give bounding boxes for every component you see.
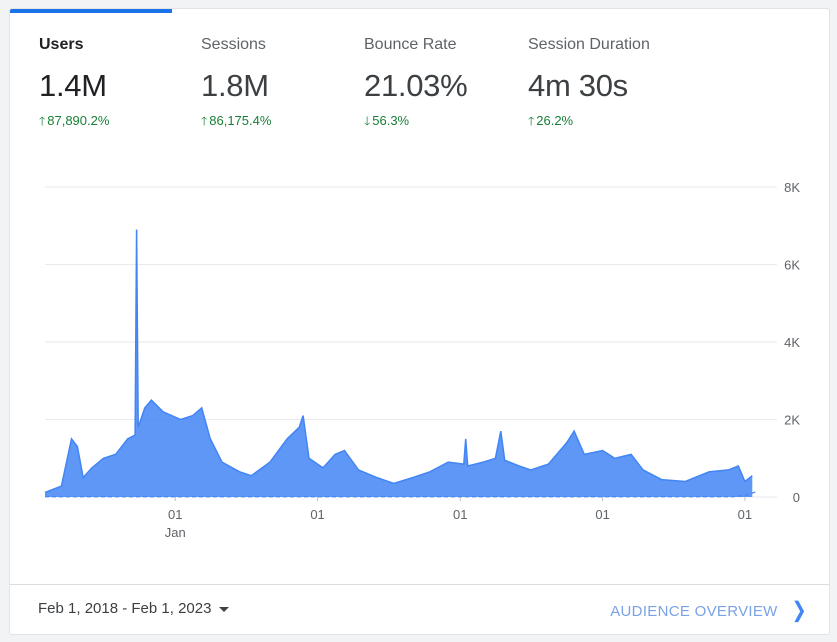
metric-label: Sessions <box>201 36 266 53</box>
chevron-right-icon: ❯ <box>791 597 807 622</box>
users-series-line <box>44 229 753 494</box>
y-tick-label: 0 <box>793 490 800 505</box>
x-tick-label: 01 <box>168 507 182 522</box>
x-tick-label: 01 <box>595 507 609 522</box>
metric-change: 🡑 86,175.4% <box>201 112 271 133</box>
metric-value: 1.4M <box>39 68 107 103</box>
metric-change: 🡓 56.3% <box>364 112 467 133</box>
metric-label: Bounce Rate <box>364 36 457 53</box>
metric-tab-sessions[interactable]: Sessions 1.8M 🡑 86,175.4% <box>201 36 271 133</box>
comparison-series-line <box>45 490 758 498</box>
arrow-up-icon: 🡑 <box>201 114 208 128</box>
metric-tab-users[interactable]: Users 1.4M 🡑 87,890.2% <box>39 36 109 133</box>
y-tick-label: 4K <box>784 335 800 350</box>
card-footer: Feb 1, 2018 - Feb 1, 2023 AUDIENCE OVERV… <box>10 584 829 634</box>
x-tick-label: 01 <box>738 507 752 522</box>
x-tick-sublabel: Jan <box>165 525 186 540</box>
arrow-down-icon: 🡓 <box>364 114 371 128</box>
metric-change-value: 26.2% <box>536 113 574 128</box>
metric-tab-session-duration[interactable]: Session Duration 4m 30s 🡑 26.2% <box>528 36 650 133</box>
x-tick-label: 01 <box>310 507 324 522</box>
audience-overview-label: AUDIENCE OVERVIEW <box>610 603 778 620</box>
x-tick-label: 01 <box>453 507 467 522</box>
arrow-up-icon: 🡑 <box>528 114 535 128</box>
arrow-up-icon: 🡑 <box>39 114 46 128</box>
users-chart[interactable]: 0 2K 4K 6K 8K 01 Jan 01 01 01 01 <box>10 169 829 569</box>
users-series-area <box>45 229 753 497</box>
metric-change: 🡑 26.2% <box>528 112 650 133</box>
audience-overview-link[interactable]: AUDIENCE OVERVIEW ❯ <box>610 597 807 622</box>
y-tick-label: 8K <box>784 180 800 195</box>
date-range-selector[interactable]: Feb 1, 2018 - Feb 1, 2023 <box>38 600 230 617</box>
metric-value: 21.03% <box>364 68 468 103</box>
metric-change-value: 56.3% <box>372 113 410 128</box>
metric-value: 1.8M <box>201 68 269 103</box>
metric-label: Users <box>39 36 84 53</box>
active-metric-indicator <box>10 9 172 13</box>
metric-change: 🡑 87,890.2% <box>39 112 109 133</box>
audience-overview-card: Users 1.4M 🡑 87,890.2% Sessions 1.8M 🡑 86,… <box>9 8 830 635</box>
metric-change-value: 86,175.4% <box>209 113 272 128</box>
metric-value: 4m 30s <box>528 68 628 103</box>
date-range-label: Feb 1, 2018 - Feb 1, 2023 <box>38 600 212 617</box>
y-tick-label: 6K <box>784 258 800 273</box>
metric-label: Session Duration <box>528 36 650 53</box>
metric-tab-bounce-rate[interactable]: Bounce Rate 21.03% 🡓 56.3% <box>364 36 468 133</box>
y-tick-label: 2K <box>784 413 800 428</box>
caret-down-icon <box>219 606 230 612</box>
metric-change-value: 87,890.2% <box>47 113 110 128</box>
